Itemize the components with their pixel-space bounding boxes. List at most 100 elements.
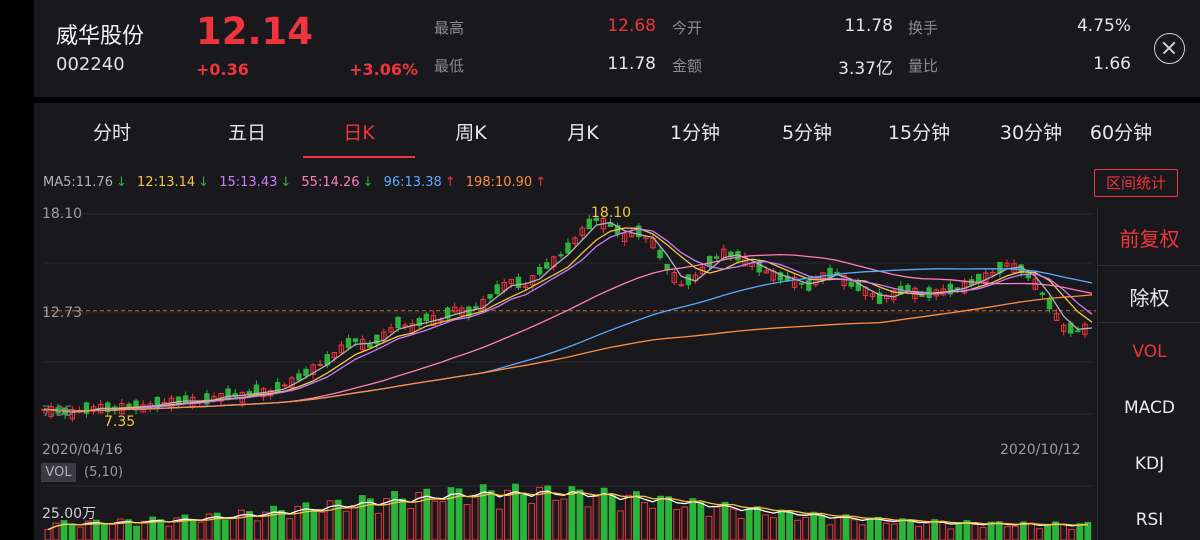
- volume-bar: [447, 487, 455, 540]
- volume-bar: [463, 504, 471, 540]
- candle-body: [714, 256, 720, 259]
- volume-bar: [971, 524, 979, 540]
- volume-bar: [955, 522, 963, 540]
- tab-monthly-k[interactable]: 月K: [567, 122, 599, 144]
- max-price-marker: 18.10: [591, 205, 632, 221]
- ma-legend-item: 96:13.38 ↑: [383, 175, 456, 190]
- ma55-line: [43, 253, 1093, 412]
- amount-value: 3.37亿: [838, 59, 893, 79]
- volume-bar: [987, 521, 995, 540]
- ma12-line: [43, 227, 1093, 412]
- candle-body: [310, 364, 316, 375]
- volume-bar: [487, 490, 495, 540]
- candle-body: [791, 276, 798, 288]
- volume-bar: [850, 519, 858, 540]
- range-statistics-button[interactable]: 区间统计: [1094, 169, 1178, 197]
- menu-vol[interactable]: VOL: [1132, 342, 1167, 362]
- menu-ex-rights[interactable]: 除权: [1129, 286, 1170, 310]
- volume-bar: [947, 528, 955, 540]
- volume-bar: [818, 515, 826, 540]
- volume-bar: [705, 515, 713, 540]
- ma5-line: [43, 221, 1093, 413]
- menu-rsi[interactable]: RSI: [1135, 510, 1164, 530]
- y-axis-top-label: 18.10: [42, 206, 83, 222]
- volume-bar: [786, 510, 793, 540]
- candle-body: [317, 363, 323, 366]
- candle-body: [83, 402, 90, 414]
- candle-body: [572, 237, 578, 245]
- candle-body: [105, 402, 111, 413]
- candle-body: [848, 281, 854, 287]
- volume-bar: [512, 483, 519, 540]
- candle-body: [586, 218, 592, 230]
- candle-body: [48, 406, 54, 417]
- candle-body: [352, 338, 359, 343]
- volume-bar: [221, 519, 229, 540]
- ma-legend-item: 198:10.90 ↑: [465, 175, 547, 190]
- tab-intraday[interactable]: 分时: [92, 122, 131, 144]
- candle-body: [657, 249, 663, 259]
- volume-bar: [326, 500, 334, 540]
- volume-indicator-tag[interactable]: VOL: [41, 463, 76, 482]
- candle-body: [1053, 313, 1060, 322]
- candle-body: [806, 279, 812, 291]
- candle-body: [480, 298, 486, 311]
- volume-bar: [125, 519, 132, 540]
- price-change: +0.36: [196, 60, 249, 79]
- candle-body: [565, 242, 571, 254]
- volume-bar: [92, 519, 100, 540]
- close-icon[interactable]: [1154, 33, 1185, 64]
- candle-body: [841, 274, 847, 287]
- tab-15min[interactable]: 15分钟: [887, 122, 951, 144]
- tab-five-day[interactable]: 五日: [227, 122, 266, 144]
- candle-body: [876, 292, 883, 304]
- volume-bar: [84, 520, 92, 540]
- quote-header: [34, 0, 1200, 97]
- candle-body: [621, 232, 628, 242]
- menu-macd[interactable]: MACD: [1124, 398, 1175, 418]
- candle-body: [947, 283, 954, 295]
- ma-legend: MA5:11.76 ↓ 12:13.14 ↓ 15:13.43 ↓ 55:14.26 ↓…: [43, 175, 552, 190]
- tab-30min[interactable]: 30分钟: [999, 122, 1063, 144]
- volume-bar: [931, 519, 939, 540]
- volume-bar: [915, 525, 922, 540]
- candle-body: [345, 338, 352, 349]
- volume-bar: [616, 510, 624, 540]
- tab-1min[interactable]: 1分钟: [669, 122, 721, 144]
- volume-bar: [149, 516, 157, 540]
- ma198-line: [43, 294, 1093, 412]
- volume-bar: [318, 511, 326, 540]
- tab-60min[interactable]: 60分钟: [1089, 122, 1153, 144]
- volume-bar: [745, 507, 753, 540]
- volume-bar: [899, 518, 906, 540]
- tab-weekly-k[interactable]: 周K: [455, 122, 487, 144]
- volume-bar: [1003, 526, 1011, 540]
- tab-daily-k[interactable]: 日K: [343, 122, 375, 144]
- volume-bar: [649, 507, 656, 540]
- volume-bar: [866, 517, 874, 540]
- candle-body: [699, 266, 706, 275]
- volume-bar: [520, 494, 527, 540]
- candle-body: [444, 307, 451, 319]
- volume-bar: [923, 522, 931, 540]
- candle-body: [296, 373, 302, 381]
- high-value: 12.68: [607, 16, 656, 36]
- candle-body: [69, 409, 76, 420]
- volume-bar: [697, 502, 705, 540]
- volume-bar: [68, 523, 76, 540]
- turnover-label: 换手: [908, 19, 939, 37]
- menu-forward-adjusted[interactable]: 前复权: [1119, 227, 1180, 251]
- y-axis-low-label: 7.35: [42, 404, 74, 420]
- price-change-percent: +3.06%: [349, 60, 418, 79]
- date-start-label: 2020/04/16: [42, 442, 123, 458]
- volume-bar: [1011, 525, 1019, 540]
- tab-5min[interactable]: 5分钟: [781, 122, 833, 144]
- menu-kdj[interactable]: KDJ: [1134, 454, 1165, 474]
- volume-bar: [229, 516, 237, 540]
- kline-chart-area[interactable]: [34, 160, 1200, 540]
- candle-body: [204, 393, 210, 405]
- volume-bar: [504, 489, 511, 540]
- volume-bar: [544, 485, 552, 540]
- candle-body: [671, 272, 677, 284]
- candle-body: [869, 293, 876, 298]
